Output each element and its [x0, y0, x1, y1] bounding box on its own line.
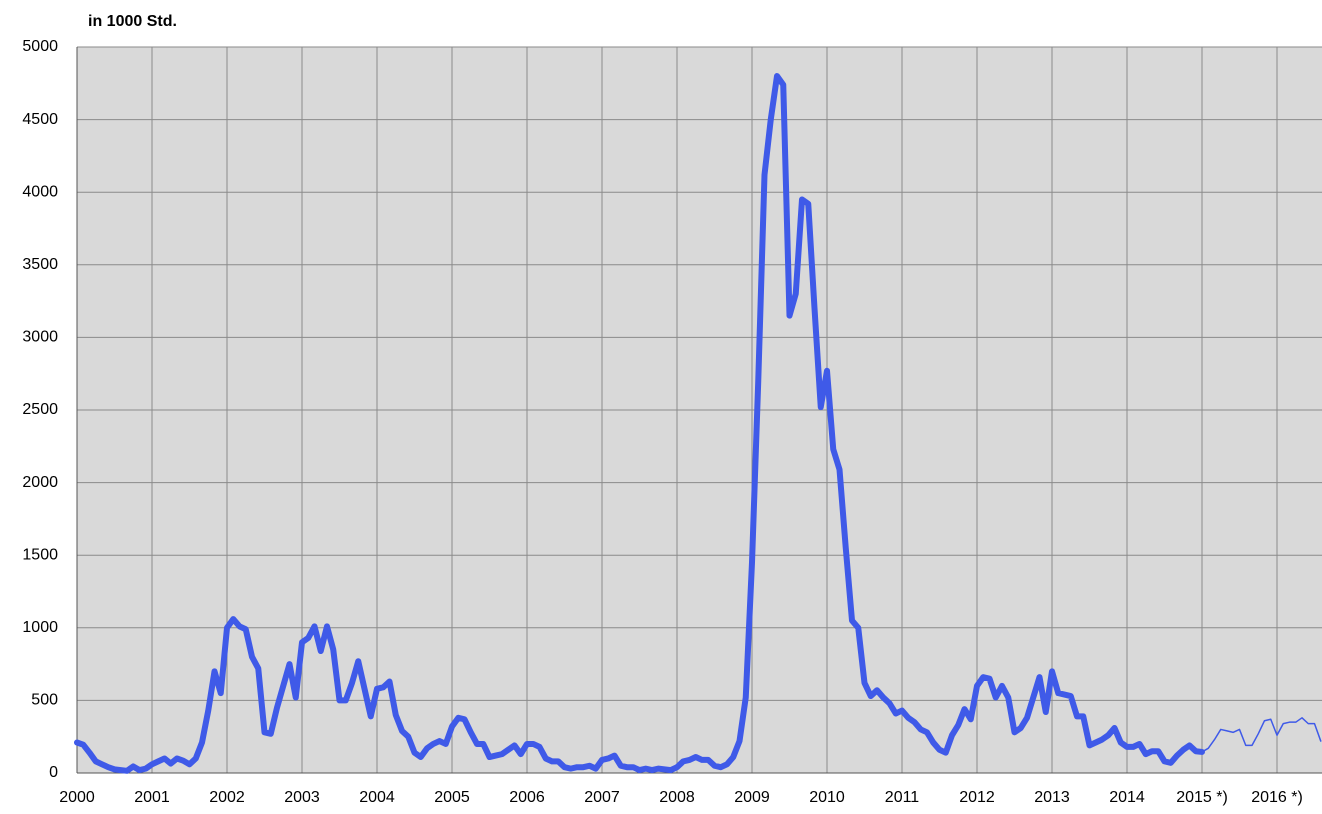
x-tick-label: 2016 *) — [1251, 789, 1303, 806]
x-tick-label: 2006 — [509, 789, 545, 806]
y-tick-label: 3000 — [22, 329, 58, 346]
x-tick-label: 2010 — [809, 789, 845, 806]
x-tick-label: 2007 — [584, 789, 620, 806]
series-line — [1201, 717, 1322, 753]
x-tick-label: 2014 — [1109, 789, 1145, 806]
y-tick-label: 3500 — [22, 256, 58, 273]
y-tick-label: 1500 — [22, 546, 58, 563]
y-tick-label: 2500 — [22, 401, 58, 418]
x-tick-label: 2000 — [59, 789, 95, 806]
y-tick-label: 0 — [49, 764, 58, 781]
x-tick-label: 2005 — [434, 789, 470, 806]
x-tick-label: 2011 — [885, 789, 920, 806]
x-tick-label: 2009 — [734, 789, 770, 806]
x-tick-label: 2004 — [359, 789, 395, 806]
x-tick-label: 2002 — [209, 789, 245, 806]
chart-title: in 1000 Std. — [88, 13, 177, 30]
x-tick-label: 2012 — [959, 789, 995, 806]
x-tick-label: 2013 — [1034, 789, 1070, 806]
y-tick-label: 5000 — [22, 38, 58, 55]
x-tick-label: 2015 *) — [1176, 789, 1228, 806]
x-tick-label: 2003 — [284, 789, 320, 806]
x-tick-label: 2008 — [659, 789, 695, 806]
y-tick-label: 2000 — [22, 474, 58, 491]
y-tick-label: 1000 — [22, 619, 58, 636]
x-tick-label: 2001 — [134, 789, 170, 806]
y-tick-label: 4500 — [22, 111, 58, 128]
y-tick-label: 500 — [31, 692, 58, 709]
y-tick-label: 4000 — [22, 183, 58, 200]
series-line — [74, 73, 1205, 774]
